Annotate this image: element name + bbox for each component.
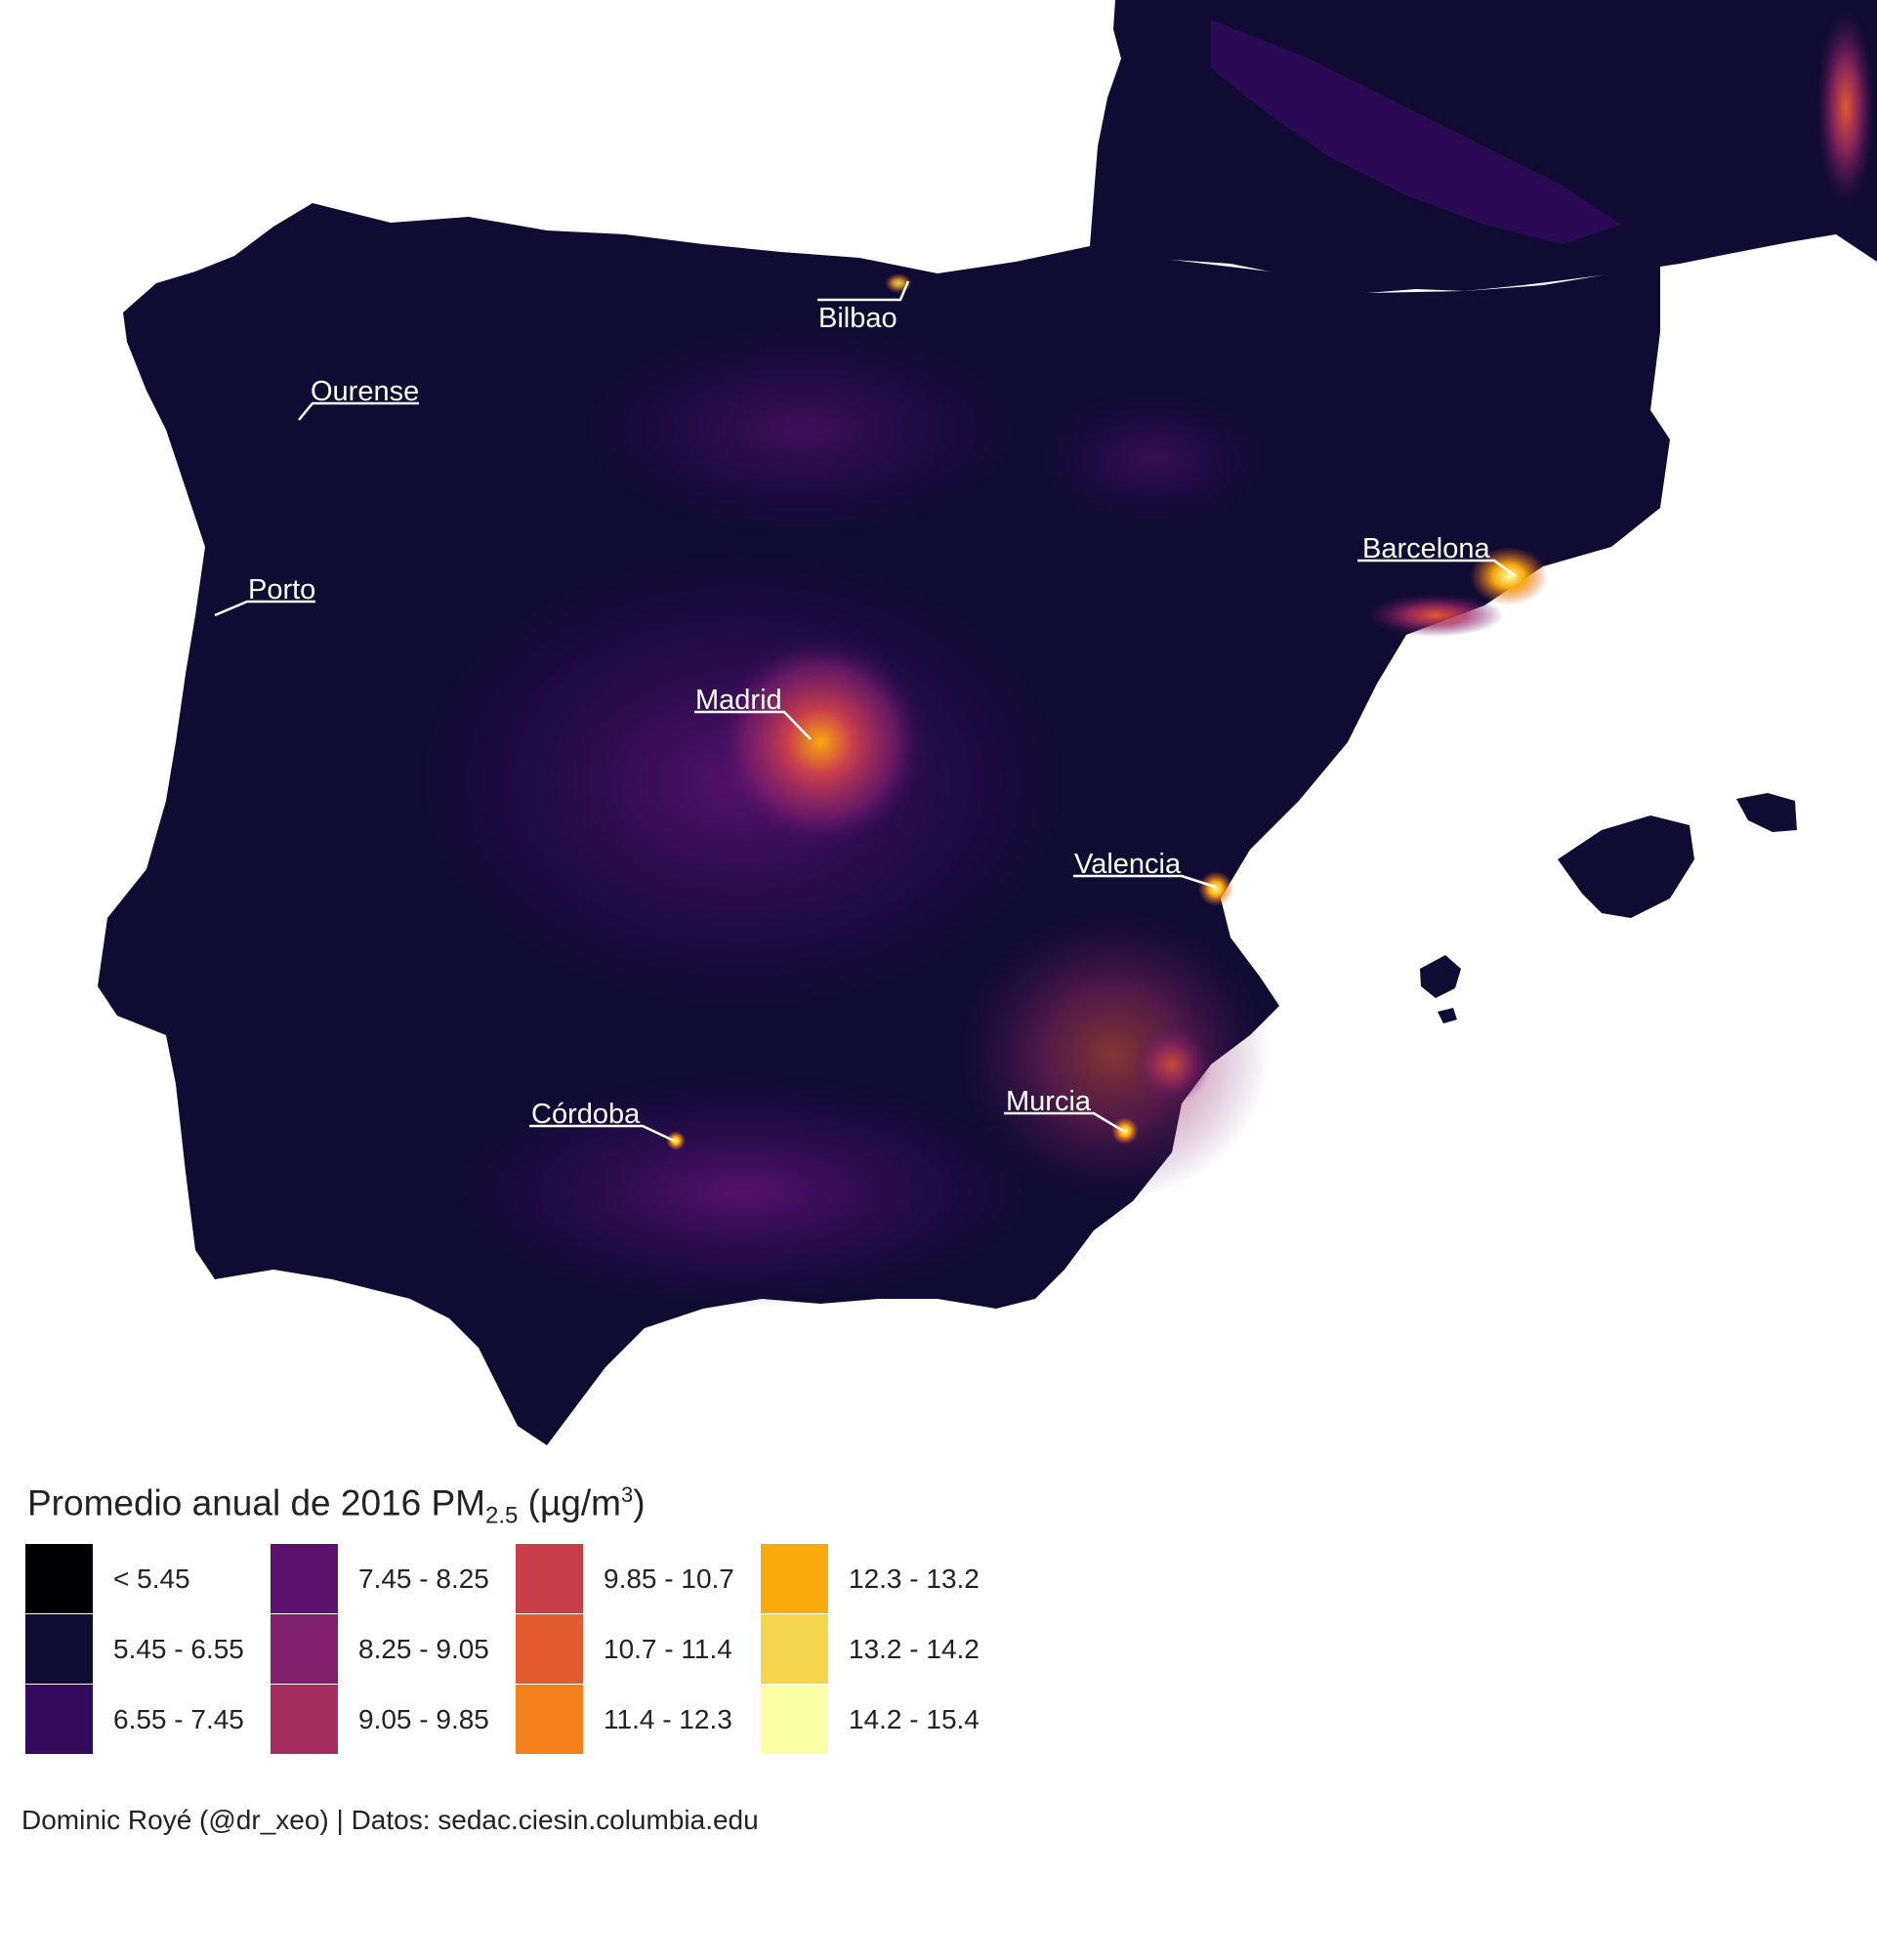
source-caption: Dominic Royé (@dr_xeo) | Datos: sedac.ci… (21, 1805, 759, 1835)
legend-item: 8.25 - 9.05 (271, 1613, 516, 1685)
murcia-hotspot (1111, 1117, 1139, 1145)
legend-title: Promedio anual de 2016 PM2.5 (µg/m3) (27, 1482, 1100, 1530)
andalusia-haze (449, 1074, 1035, 1309)
city-label: Córdoba (531, 1099, 641, 1130)
legend-grid: < 5.45 5.45 - 6.55 6.55 - 7.45 7.45 - 8.… (25, 1543, 1100, 1755)
madrid-hotspot (713, 635, 928, 850)
legend-swatch (25, 1543, 94, 1614)
legend-item: 14.2 - 15.4 (761, 1684, 1006, 1755)
legend-label: < 5.45 (113, 1563, 190, 1594)
legend-label: 5.45 - 6.55 (113, 1633, 244, 1664)
menorca-island (1736, 793, 1797, 832)
legend-label: 12.3 - 13.2 (849, 1563, 980, 1594)
legend: Promedio anual de 2016 PM2.5 (µg/m3) < 5… (25, 1482, 1100, 1755)
legend-item: 5.45 - 6.55 (25, 1613, 271, 1685)
legend-title-text: Promedio anual de 2016 PM (27, 1482, 485, 1523)
legend-label: 8.25 - 9.05 (358, 1633, 489, 1664)
legend-label: 7.45 - 8.25 (358, 1563, 489, 1594)
legend-label: 10.7 - 11.4 (604, 1633, 732, 1664)
legend-label: 13.2 - 14.2 (849, 1633, 980, 1664)
city-label: Madrid (695, 685, 782, 716)
legend-item: 9.85 - 10.7 (516, 1543, 761, 1614)
city-marker-cordoba: Córdoba (529, 1099, 675, 1143)
alicante-glow (1133, 1025, 1211, 1104)
legend-title-subscript: 2.5 (484, 1502, 519, 1529)
legend-swatch (25, 1684, 94, 1755)
catalan-coast-glow (1367, 594, 1504, 637)
legend-item: 13.2 - 14.2 (761, 1613, 1006, 1685)
france-pollution (1211, 20, 1621, 244)
rhone-valley (1816, 10, 1875, 205)
pm25-map: Bilbao Ourense Porto Barcelona Madrid Va… (98, 0, 1877, 1445)
mallorca-island (1558, 815, 1694, 918)
cordoba-hotspot (666, 1131, 686, 1150)
legend-label: 14.2 - 15.4 (849, 1703, 980, 1734)
legend-item: < 5.45 (25, 1543, 271, 1614)
legend-title-close: ) (633, 1482, 646, 1523)
legend-item: 9.05 - 9.85 (271, 1684, 516, 1755)
city-label: Murcia (1006, 1086, 1092, 1117)
legend-swatch (516, 1543, 584, 1614)
legend-item: 12.3 - 13.2 (761, 1543, 1006, 1614)
city-marker-ourense: Ourense (298, 376, 419, 421)
legend-item: 6.55 - 7.45 (25, 1684, 271, 1755)
legend-swatch (516, 1613, 584, 1685)
city-label: Bilbao (818, 303, 897, 334)
city-marker-valencia: Valencia (1073, 849, 1216, 889)
ibiza-island (1420, 955, 1461, 998)
legend-swatch (761, 1613, 829, 1685)
city-marker-porto: Porto (214, 574, 315, 617)
valencia-hotspot (1198, 871, 1233, 906)
legend-swatch (271, 1613, 339, 1685)
legend-item: 7.45 - 8.25 (271, 1543, 516, 1614)
formentera-island (1438, 1008, 1457, 1023)
legend-label: 9.05 - 9.85 (358, 1703, 489, 1734)
city-label: Barcelona (1362, 533, 1490, 564)
legend-label: 6.55 - 7.45 (113, 1703, 244, 1734)
legend-item: 10.7 - 11.4 (516, 1613, 761, 1685)
legend-swatch (516, 1684, 584, 1755)
legend-label: 9.85 - 10.7 (604, 1563, 734, 1594)
city-marker-bilbao: Bilbao (817, 280, 910, 334)
ebro-haze (1035, 391, 1270, 527)
southeast-haze (957, 908, 1270, 1201)
legend-title-unit: (µg/m (518, 1482, 621, 1523)
city-label: Valencia (1074, 849, 1182, 880)
city-label: Ourense (311, 376, 419, 407)
legend-swatch (761, 1543, 829, 1614)
legend-swatch (761, 1684, 829, 1755)
city-marker-madrid: Madrid (694, 685, 812, 740)
city-marker-murcia: Murcia (1004, 1086, 1124, 1133)
city-label: Porto (248, 574, 315, 605)
legend-swatch (271, 1684, 339, 1755)
legend-title-superscript: 3 (620, 1482, 634, 1507)
legend-swatch (271, 1543, 339, 1614)
legend-item: 11.4 - 12.3 (516, 1684, 761, 1755)
city-marker-barcelona: Barcelona (1357, 533, 1517, 578)
legend-label: 11.4 - 12.3 (604, 1703, 732, 1734)
north-meseta-haze (576, 322, 1025, 537)
legend-swatch (25, 1613, 94, 1685)
